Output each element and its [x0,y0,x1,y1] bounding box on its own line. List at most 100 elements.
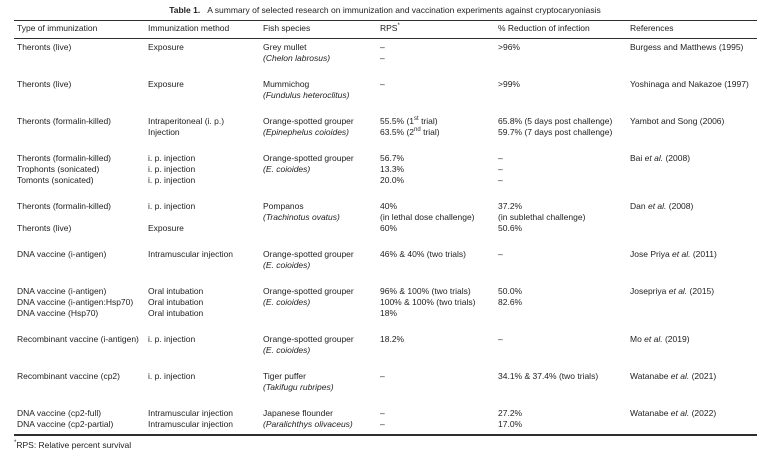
cell-line: Watanabe et al. (2021) [630,371,717,381]
table-cell: – – – [495,153,627,201]
cell-line: (E. coioides) [263,164,311,174]
cell-line: – [498,249,503,259]
table-cell: 27.2% 17.0% [495,408,627,435]
table-cell: Oral intubation Oral intubation Oral intub… [145,286,260,334]
cell-line: Oral intubation [148,286,204,296]
cell-line: Orange-spotted grouper [263,116,354,126]
cell-line: >96% [498,42,520,52]
cell-line: – [498,153,503,163]
table-row: DNA vaccine (i-antigen) DNA vaccine (i-an… [14,286,757,334]
header-superscript: * [397,23,400,30]
table-cell: DNA vaccine (cp2-full) DNA vaccine (cp2-p… [14,408,145,435]
cell-line: Burgess and Matthews (1995) [630,42,744,52]
cell-line: i. p. injection [148,334,196,344]
table-cell: 46% & 40% (two trials) [377,249,495,286]
table-cell: Burgess and Matthews (1995) [627,39,757,80]
cell-line: 17.0% [498,419,523,429]
table-row: DNA vaccine (cp2-full) DNA vaccine (cp2-p… [14,408,757,435]
cell-line: i. p. injection [148,164,196,174]
cell-line: Yambot and Song (2006) [630,116,725,126]
table-label: Table 1. [169,5,201,15]
table-cell: 34.1% & 37.4% (two trials) [495,371,627,408]
cell-line: – [380,42,385,52]
table-row: Theronts (formalin-killed) Intraperitonea… [14,116,757,153]
table-row: Theronts (live) Exposure Grey mullet (Chelo… [14,39,757,80]
cell-line: Exposure [148,79,184,89]
cell-line: Josepriya et al. (2015) [630,286,715,296]
cell-line: – [498,164,503,174]
table-cell: Watanabe et al. (2021) [627,371,757,408]
table-cell: Orange-spotted grouper (Epinephelus coioi… [260,116,377,153]
column-header-label: Type of immunization [17,23,98,33]
footnote-asterisk: * [14,440,17,447]
cell-line: Orange-spotted grouper [263,249,354,259]
cell-line: 96% & 100% (two trials) [380,286,471,296]
table-cell: Theronts (live) [14,39,145,80]
cell-line: Mo et al. (2019) [630,334,690,344]
table-cell: Grey mullet (Chelon labrosus) [260,39,377,80]
cell-line: Theronts (formalin-killed) [17,201,111,211]
table-row: Theronts (formalin-killed) Theronts (liv… [14,201,757,249]
cell-line: 56.7% [380,153,405,163]
cell-line: Oral intubation [148,308,204,318]
cell-line: (Fundulus heteroclitus) [263,90,350,100]
table-row: DNA vaccine (i-antigen) Intramuscular inj… [14,249,757,286]
cell-line: Tomonts (sonicated) [17,175,94,185]
cell-line: (E. coioides) [263,345,311,355]
cell-line: i. p. injection [148,153,196,163]
cell-line: 63.5% (2nd trial) [380,127,440,137]
table-row: Recombinant vaccine (i-antigen) i. p. inj… [14,334,757,371]
cell-line [17,212,145,223]
cell-line: i. p. injection [148,175,196,185]
cell-line: Theronts (live) [17,223,72,233]
table-cell: – [377,371,495,408]
cell-line: Theronts (live) [17,42,72,52]
table-cell: Recombinant vaccine (cp2) [14,371,145,408]
table-cell: DNA vaccine (i-antigen) DNA vaccine (i-an… [14,286,145,334]
table-cell: DNA vaccine (i-antigen) [14,249,145,286]
table-cell: Theronts (formalin-killed) Theronts (liv… [14,201,145,249]
table-cell: – – [377,39,495,80]
cell-line: i. p. injection [148,371,196,381]
column-header: Type of immunization [14,20,145,39]
cell-line: – [380,79,385,89]
table-cell: >99% [495,79,627,116]
table-cell: Orange-spotted grouper (E. coioides) [260,286,377,334]
table-cell: Jose Priya et al. (2011) [627,249,757,286]
table-row: Recombinant vaccine (cp2) i. p. injection… [14,371,757,408]
table-cell: – [377,79,495,116]
cell-line: 100% & 100% (two trials) [380,297,476,307]
cell-line: DNA vaccine (cp2-partial) [17,419,114,429]
cell-line: Exposure [148,42,184,52]
cell-line: Recombinant vaccine (cp2) [17,371,120,381]
cell-line: Recombinant vaccine (i-antigen) [17,334,139,344]
cell-line: Theronts (live) [17,79,72,89]
column-header-label: References [630,23,674,33]
cell-line: – [380,419,385,429]
table-footnote: *RPS: Relative percent survival [14,440,770,451]
cell-line: 46% & 40% (two trials) [380,249,466,259]
cell-line: Oral intubation [148,297,204,307]
cell-line: Japanese flounder [263,408,333,418]
table-cell: – [495,334,627,371]
cell-line: 13.3% [380,164,405,174]
table-cell: Dan et al. (2008) [627,201,757,249]
table-cell: Recombinant vaccine (i-antigen) [14,334,145,371]
cell-line: Tiger puffer [263,371,306,381]
table-cell: 37.2% (in sublethal challenge) 50.6% [495,201,627,249]
table-cell: Yambot and Song (2006) [627,116,757,153]
table-cell: 40% (in lethal dose challenge) 60% [377,201,495,249]
table-cell: i. p. injection i. p. injection i. p. inje… [145,153,260,201]
cell-line: 20.0% [380,175,405,185]
table-cell: 65.8% (5 days post challenge) 59.7% (7 da… [495,116,627,153]
cell-line: Injection [148,127,180,137]
cell-line [148,212,260,223]
table-cell: Mo et al. (2019) [627,334,757,371]
cell-line: (E. coioides) [263,260,311,270]
cell-line: Watanabe et al. (2022) [630,408,717,418]
table-cell: Pompanos (Trachinotus ovatus) [260,201,377,249]
column-header: RPS* [377,20,495,39]
table-cell: 96% & 100% (two trials) 100% & 100% (two … [377,286,495,334]
cell-line: 40% [380,201,398,211]
table-title: Table 1. A summary of selected research o… [20,5,750,16]
